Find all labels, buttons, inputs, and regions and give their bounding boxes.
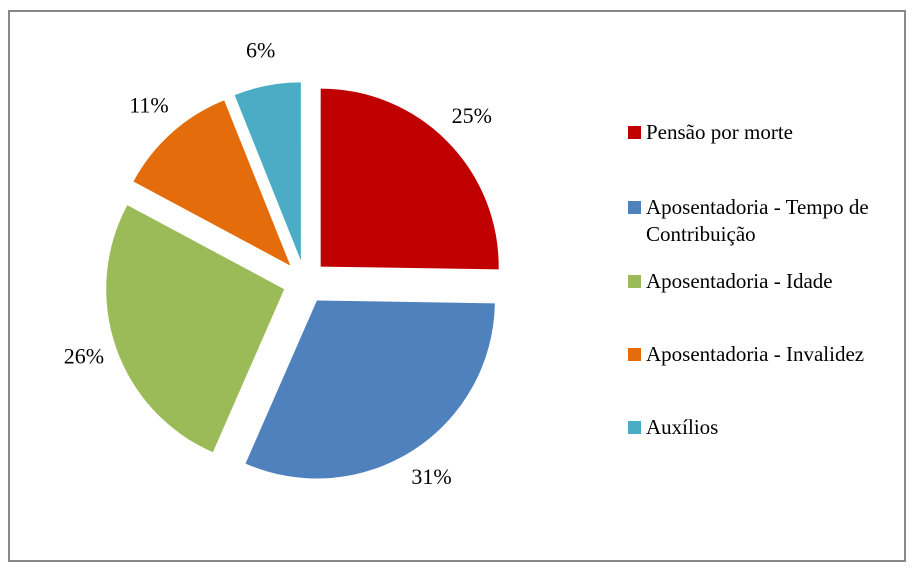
pie-slice — [133, 100, 291, 266]
pie-slice — [106, 205, 285, 453]
data-label: 6% — [246, 37, 275, 62]
data-label: 25% — [452, 103, 492, 128]
legend-label: Auxílios — [646, 415, 719, 439]
legend-label: Pensão por morte — [646, 120, 793, 144]
legend-swatch — [628, 126, 641, 139]
legend-label: Aposentadoria - Invalidez — [646, 342, 865, 366]
legend-swatch — [628, 201, 641, 214]
pie-slice — [234, 82, 301, 261]
data-label: 26% — [64, 344, 104, 369]
legend-item: Aposentadoria - Tempo de Contribuição — [628, 194, 903, 248]
legend-item: Aposentadoria - Invalidez — [628, 341, 903, 368]
data-label: 11% — [129, 93, 169, 118]
chart-frame — [8, 10, 906, 562]
legend-swatch — [628, 348, 641, 361]
data-label: 31% — [411, 464, 451, 489]
legend-item: Aposentadoria - Idade — [628, 268, 903, 295]
legend-swatch — [628, 421, 641, 434]
legend-label: Aposentadoria - Tempo de Contribuição — [646, 195, 869, 246]
legend-item: Auxílios — [628, 414, 903, 441]
pie-slice — [320, 88, 499, 270]
pie-slice — [245, 300, 495, 479]
legend-swatch — [628, 275, 641, 288]
legend-label: Aposentadoria - Idade — [646, 269, 833, 293]
legend-item: Pensão por morte — [628, 119, 903, 146]
